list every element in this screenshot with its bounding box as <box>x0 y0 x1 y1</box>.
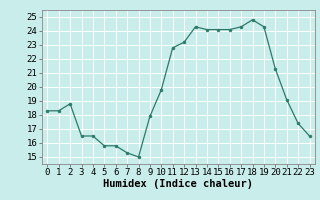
X-axis label: Humidex (Indice chaleur): Humidex (Indice chaleur) <box>103 179 253 189</box>
